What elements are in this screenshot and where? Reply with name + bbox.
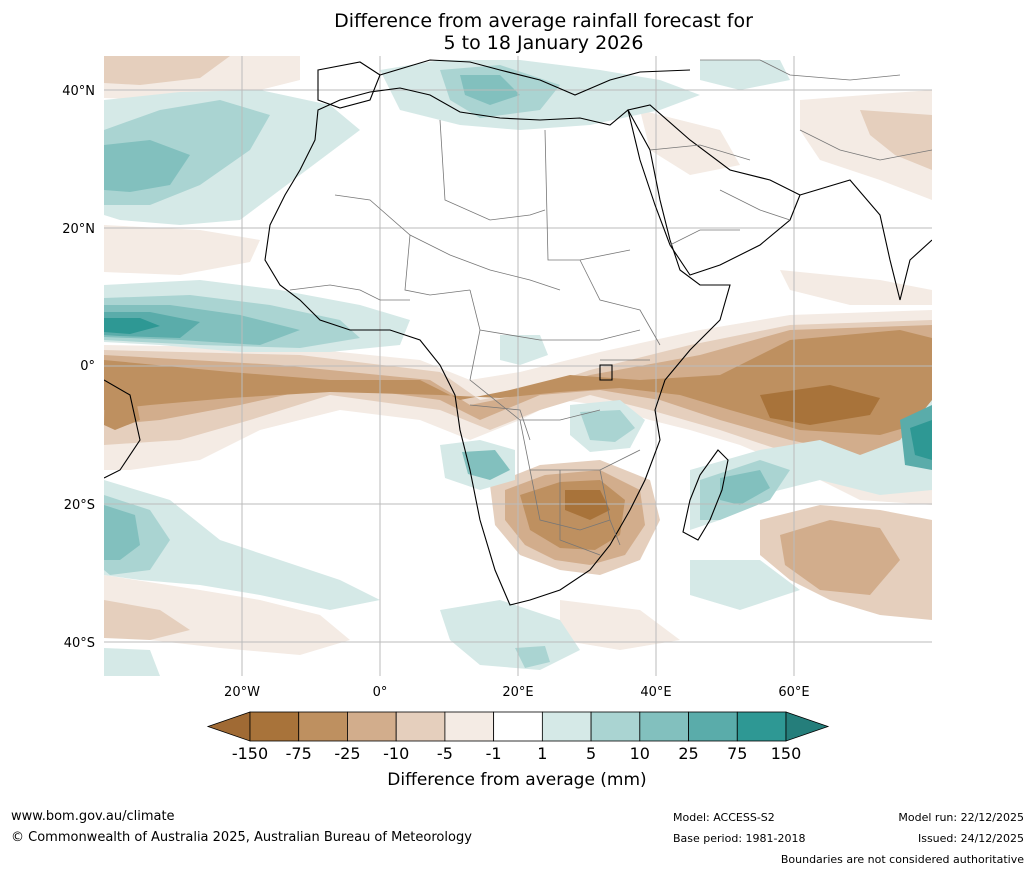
colorbar-tick-label: -25 — [334, 744, 360, 763]
lat-label-20n: 20°N — [62, 222, 95, 237]
colorbar-tick-label: 25 — [678, 744, 698, 763]
colorbar-segment — [347, 711, 397, 742]
colorbar: -150 -75 -25 -10 -5 -1 1 5 10 25 75 150 — [206, 711, 830, 763]
colorbar-segment — [395, 711, 446, 742]
lon-label-0: 0° — [373, 685, 388, 700]
colorbar-tick-label: -75 — [286, 744, 312, 763]
madagascar-coastline — [682, 449, 729, 541]
colorbar-segment — [444, 711, 495, 742]
title-line-1: Difference from average rainfall forecas… — [334, 10, 753, 32]
colorbar-tick-label: -5 — [437, 744, 453, 763]
colorbar-extend-high — [785, 711, 830, 742]
colorbar-tick-label: 75 — [727, 744, 747, 763]
gridlines — [104, 56, 932, 676]
latitude-labels: 40°N 20°N 0° 20°S 40°S — [62, 84, 95, 651]
colorbar-segment — [541, 711, 592, 742]
colorbar-segment — [298, 711, 348, 742]
colorbar-tick-label: -10 — [383, 744, 409, 763]
colorbar-segment — [493, 711, 543, 742]
south-america-coastline — [104, 379, 141, 479]
coastlines — [104, 59, 932, 606]
footer-model: Model: ACCESS-S2 — [673, 811, 775, 824]
lon-label-40e: 40°E — [640, 685, 671, 700]
footer-base-period: Base period: 1981-2018 — [673, 832, 806, 845]
colorbar-extend-low — [206, 711, 251, 742]
colorbar-tick-label: 150 — [771, 744, 802, 763]
longitude-labels: 20°W 0° 20°E 40°E 60°E — [224, 685, 810, 700]
colorbar-tick-label: -1 — [486, 744, 502, 763]
footer-issued: Issued: 24/12/2025 — [917, 832, 1024, 845]
africa-coastline — [264, 87, 731, 606]
lon-label-60e: 60°E — [778, 685, 809, 700]
colorbar-tick-label: -150 — [232, 744, 268, 763]
map-title: Difference from average rainfall forecas… — [0, 10, 1035, 54]
lat-label-20s: 20°S — [64, 498, 95, 513]
colorbar-title: Difference from average (mm) — [387, 770, 646, 790]
lat-label-40n: 40°N — [62, 84, 95, 99]
footer-disclaimer: Boundaries are not considered authoritat… — [780, 853, 1024, 866]
lon-label-20w: 20°W — [224, 685, 260, 700]
footer-model-run: Model run: 22/12/2025 — [898, 811, 1024, 824]
colorbar-segment — [590, 711, 641, 742]
lat-label-40s: 40°S — [64, 636, 95, 651]
colorbar-segment — [736, 711, 787, 742]
country-borders — [289, 59, 932, 556]
footer-website: www.bom.gov.au/climate — [11, 809, 175, 824]
colorbar-segment — [639, 711, 689, 742]
india-coastline — [799, 179, 932, 301]
colorbar-tick-label: 10 — [630, 744, 650, 763]
lon-label-20e: 20°E — [502, 685, 533, 700]
colorbar-segment — [688, 711, 738, 742]
lake-victoria — [599, 364, 613, 381]
colorbar-tick-label: 1 — [537, 744, 547, 763]
colorbar-tick-label: 5 — [586, 744, 596, 763]
europe-coastline — [379, 59, 691, 96]
iberia-coastline — [317, 61, 381, 109]
title-line-2: 5 to 18 January 2026 — [443, 32, 644, 54]
footer-copyright: © Commonwealth of Australia 2025, Austra… — [11, 830, 472, 845]
colorbar-segment — [249, 711, 300, 742]
lat-label-0: 0° — [80, 359, 95, 374]
map-panel — [104, 56, 932, 676]
